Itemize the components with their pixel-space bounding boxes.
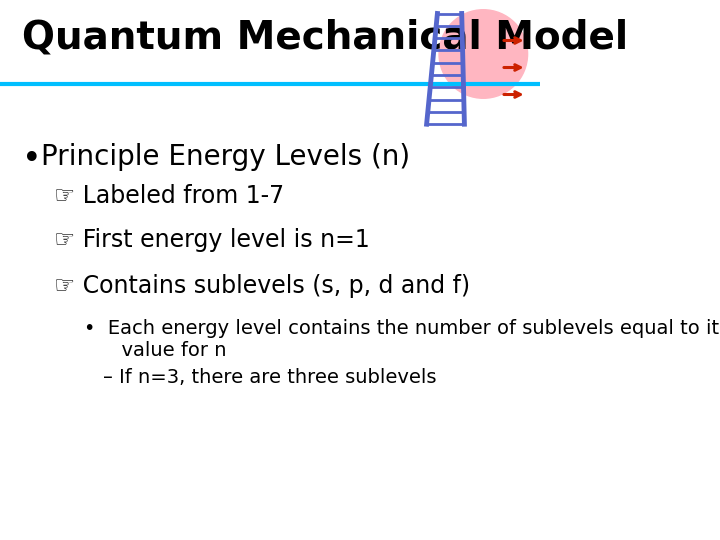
Text: Principle Energy Levels (n): Principle Energy Levels (n) <box>40 143 410 171</box>
Text: ☞ Labeled from 1-7: ☞ Labeled from 1-7 <box>54 184 284 207</box>
Text: •: • <box>22 143 41 176</box>
Circle shape <box>439 10 528 98</box>
Text: ☞ Contains sublevels (s, p, d and f): ☞ Contains sublevels (s, p, d and f) <box>54 274 470 298</box>
Text: – If n=3, there are three sublevels: – If n=3, there are three sublevels <box>103 368 436 387</box>
Text: Quantum Mechanical Model: Quantum Mechanical Model <box>22 19 628 57</box>
Text: •  Each energy level contains the number of sublevels equal to it’s
      value : • Each energy level contains the number … <box>84 319 720 360</box>
Text: ☞ First energy level is n=1: ☞ First energy level is n=1 <box>54 228 370 252</box>
